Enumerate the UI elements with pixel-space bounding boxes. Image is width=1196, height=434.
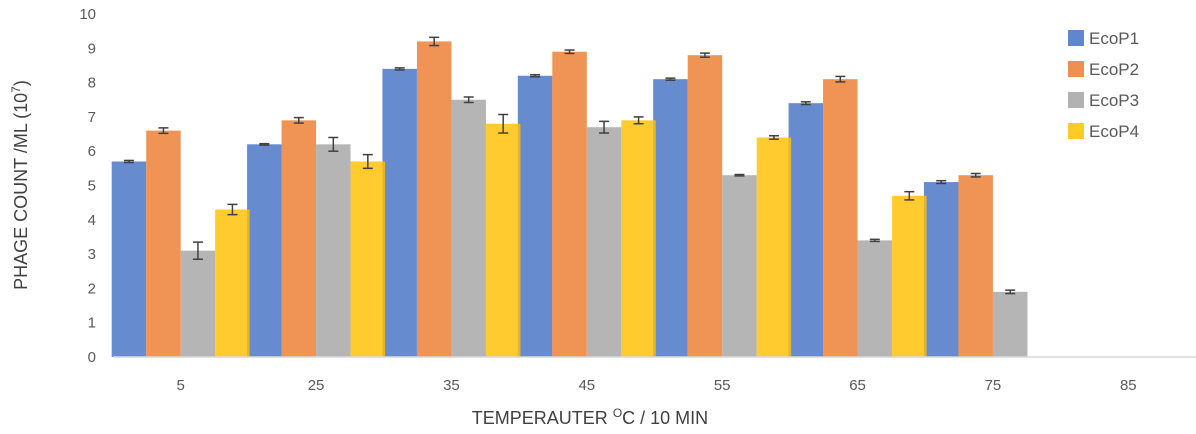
error-bar: [227, 203, 238, 216]
error-bar: [328, 136, 339, 152]
legend-label-ecop1: EcoP1: [1089, 29, 1139, 48]
error-bar: [936, 179, 947, 185]
y-tick-labels: 0 1 2 3 4 5 6 7 8 9 10: [79, 6, 96, 366]
error-bar: [768, 135, 779, 140]
legend-swatch-ecop4: [1068, 123, 1084, 139]
error-bar: [869, 238, 880, 243]
bar-ecop1: [382, 68, 417, 357]
bar-ecop4: [215, 209, 250, 357]
bar-ecop4: [756, 137, 792, 357]
bar-ecop2: [416, 41, 452, 357]
bar-ecop2: [281, 120, 317, 357]
y-tick-label: 0: [88, 349, 96, 366]
bar-ecop3: [316, 144, 351, 357]
error-bar: [699, 52, 710, 58]
legend: EcoP1 EcoP2 EcoP3 EcoP4: [1068, 29, 1139, 141]
x-tick-label: 85: [1120, 377, 1137, 394]
legend-label-ecop3: EcoP3: [1089, 91, 1139, 110]
bar-ecop2: [958, 175, 993, 357]
error-bar: [904, 190, 915, 201]
legend-label-ecop2: EcoP2: [1089, 60, 1139, 79]
x-tick-label: 65: [849, 377, 866, 394]
x-tick-label: 75: [985, 377, 1002, 394]
error-bar: [123, 159, 134, 164]
error-bar: [362, 153, 373, 170]
error-bar: [192, 241, 203, 260]
x-axis-title: TEMPERAUTER OC / 10 MIN: [472, 406, 708, 428]
bar-ecop4: [350, 161, 386, 357]
y-tick-label: 6: [88, 143, 96, 160]
bar-ecop2: [823, 79, 858, 358]
error-bar: [665, 77, 676, 81]
error-bar: [970, 172, 981, 178]
bar-ecop1: [653, 79, 688, 358]
error-bar: [800, 101, 811, 106]
legend-swatch-ecop2: [1068, 61, 1084, 77]
bar-ecop4: [892, 195, 927, 357]
error-bar: [158, 127, 169, 135]
bar-ecop1: [111, 161, 147, 357]
bar-ecop1: [788, 103, 824, 358]
y-tick-label: 10: [79, 6, 96, 23]
x-tick-label: 5: [177, 377, 185, 394]
error-bar: [394, 67, 405, 71]
y-tick-label: 3: [88, 246, 96, 263]
bar-ecop4: [621, 120, 656, 357]
bars-layer: [111, 41, 1028, 358]
error-bar: [835, 75, 846, 83]
y-axis-title-superscript: 7: [9, 86, 23, 93]
x-tick-label: 45: [578, 377, 595, 394]
bar-ecop2: [687, 55, 723, 357]
y-axis-title: PHAGE COUNT /ML (107): [9, 80, 31, 290]
x-axis-title-superscript: O: [613, 406, 622, 420]
bar-ecop3: [451, 99, 486, 357]
bar-ecop1: [923, 182, 959, 357]
legend-label-ecop4: EcoP4: [1089, 122, 1139, 141]
error-bar: [633, 116, 644, 125]
bar-ecop3: [586, 127, 622, 357]
error-bar: [599, 120, 610, 134]
x-tick-label: 55: [714, 377, 731, 394]
error-bar: [734, 173, 745, 177]
bar-ecop3: [180, 250, 216, 357]
y-tick-label: 9: [88, 40, 96, 57]
bar-ecop1: [517, 75, 553, 358]
y-tick-label: 2: [88, 280, 96, 297]
error-bar: [293, 116, 304, 124]
y-tick-label: 4: [88, 212, 96, 229]
error-bar: [463, 96, 474, 104]
error-bar: [1005, 289, 1016, 295]
y-tick-label: 8: [88, 75, 96, 92]
error-bar: [564, 49, 575, 55]
bar-ecop2: [146, 130, 181, 357]
error-bar: [259, 142, 270, 146]
y-tick-label: 5: [88, 178, 96, 195]
error-bars-layer: [123, 36, 1016, 295]
bar-ecop3: [722, 175, 757, 357]
y-tick-label: 1: [88, 315, 96, 332]
error-bar: [429, 36, 440, 47]
error-bar: [498, 113, 509, 134]
bar-ecop3: [992, 291, 1028, 357]
bar-ecop2: [552, 51, 587, 357]
bar-ecop1: [247, 144, 282, 357]
bar-ecop4: [485, 123, 521, 357]
x-tick-label: 35: [443, 377, 460, 394]
x-tick-labels: 5 25 35 45 55 65 75 85: [177, 377, 1137, 394]
x-tick-label: 25: [308, 377, 325, 394]
legend-swatch-ecop1: [1068, 30, 1084, 46]
legend-swatch-ecop3: [1068, 92, 1084, 108]
error-bar: [530, 73, 541, 78]
bar-ecop3: [857, 240, 893, 357]
y-tick-label: 7: [88, 109, 96, 126]
